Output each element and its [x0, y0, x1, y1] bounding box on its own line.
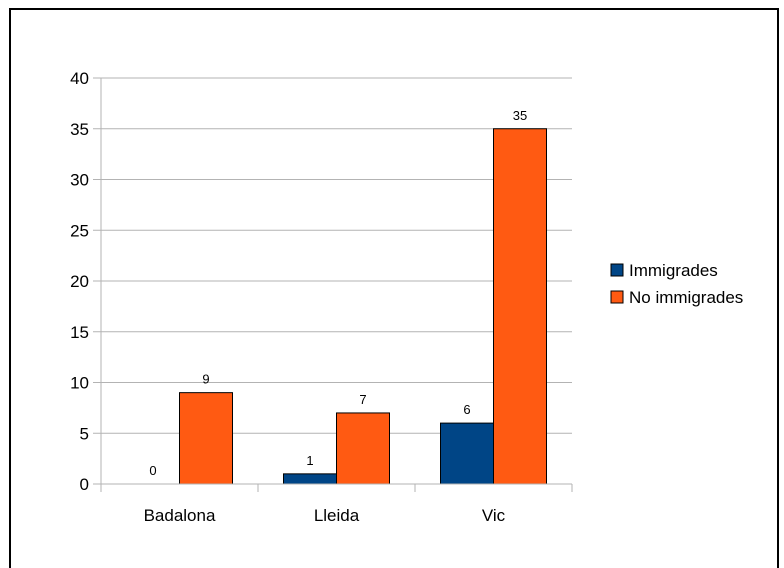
x-tick-label: Badalona	[144, 506, 216, 525]
bars	[179, 128, 547, 485]
x-tick-labels: Badalona Lleida Vic	[144, 506, 506, 525]
y-tick-label: 25	[70, 221, 89, 240]
y-tick-label: 15	[70, 323, 89, 342]
axes	[93, 77, 573, 492]
y-tick-label: 10	[70, 374, 89, 393]
y-tick-label: 5	[80, 424, 89, 443]
data-label: 35	[513, 108, 527, 123]
legend-swatch	[610, 290, 624, 304]
bar	[179, 392, 233, 485]
y-tick-label: 35	[70, 120, 89, 139]
data-label: 9	[202, 372, 209, 387]
bar	[493, 128, 547, 485]
y-tick-labels: 0 5 10 15 20 25 30 35 40	[70, 69, 89, 494]
legend: Immigrades No immigrades	[610, 261, 743, 307]
legend-label: No immigrades	[629, 288, 743, 307]
data-labels: 0 9 1 7 6 35	[149, 108, 527, 478]
y-tick-label: 30	[70, 171, 89, 190]
bar	[283, 473, 337, 485]
bar	[440, 422, 494, 485]
data-label: 0	[149, 463, 156, 478]
y-tick-label: 0	[80, 475, 89, 494]
bar	[336, 412, 390, 485]
legend-label: Immigrades	[629, 261, 718, 280]
data-label: 6	[463, 402, 470, 417]
chart-frame	[9, 8, 779, 568]
y-tick-label: 40	[70, 69, 89, 88]
x-tick-label: Vic	[482, 506, 506, 525]
y-tick-label: 20	[70, 272, 89, 291]
legend-swatch	[610, 263, 624, 277]
data-label: 1	[306, 453, 313, 468]
data-label: 7	[359, 392, 366, 407]
x-tick-label: Lleida	[314, 506, 360, 525]
